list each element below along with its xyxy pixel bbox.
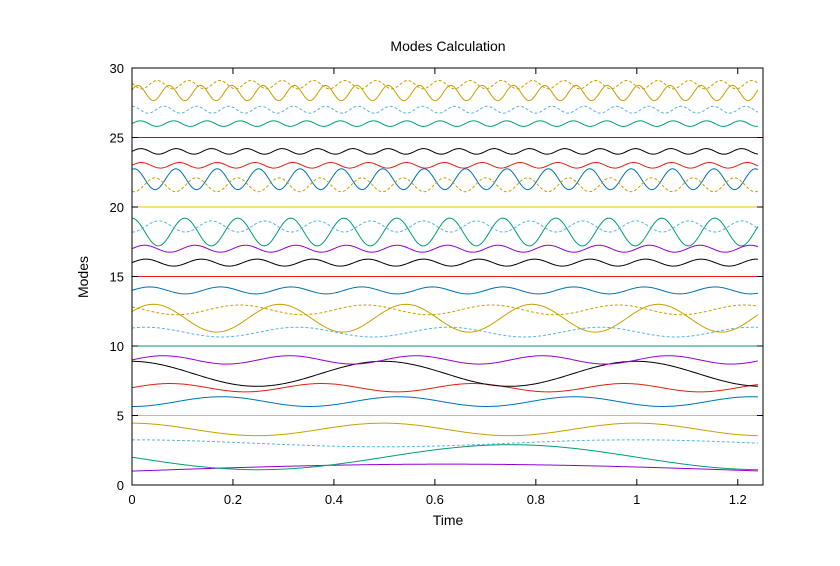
series-line: [131, 105, 759, 114]
axis-layer: 0 0.2 0.4 0.6 0.8 1 1.2 0 5 10 15 20 25 30: [110, 61, 764, 507]
series-layer: [131, 80, 759, 472]
series-line: [131, 217, 759, 247]
y-tick-label: 15: [110, 270, 124, 285]
y-axis-title: Modes: [75, 256, 91, 298]
series-line: [131, 80, 759, 90]
y-tick-label: 30: [110, 61, 124, 76]
series-line: [131, 422, 758, 437]
series-line: [131, 303, 759, 333]
series-line: [131, 220, 759, 233]
x-tick-label: 0: [128, 492, 135, 507]
series-line: [131, 148, 759, 155]
series-line: [132, 439, 758, 448]
series-line: [131, 286, 759, 295]
x-tick-label: 0.4: [325, 492, 343, 507]
series-line: [131, 463, 758, 472]
y-tick-label: 25: [110, 131, 124, 146]
x-tick-label: 0.8: [527, 492, 545, 507]
x-tick-label: 0.2: [224, 492, 242, 507]
y-tick-label: 5: [117, 409, 124, 424]
chart-title: Modes Calculation: [390, 38, 505, 54]
series-line: [131, 304, 759, 316]
series-line: [131, 383, 759, 393]
series-line: [132, 396, 758, 407]
series-line: [131, 360, 758, 387]
series-line: [131, 168, 759, 191]
x-tick-label: 1.2: [729, 492, 747, 507]
series-line: [131, 444, 758, 471]
series-line: [131, 84, 759, 102]
y-tick-label: 10: [110, 339, 124, 354]
series-line: [131, 177, 759, 193]
series-line: [131, 120, 758, 127]
series-line: [131, 355, 759, 365]
series-line: [131, 244, 759, 253]
y-tick-label: 0: [117, 478, 124, 493]
series-line: [131, 162, 759, 169]
series-line: [131, 258, 758, 267]
x-tick-label: 1: [633, 492, 640, 507]
series-line: [131, 326, 758, 338]
x-axis-title: Time: [433, 512, 464, 528]
y-tick-label: 20: [110, 200, 124, 215]
x-tick-label: 0.6: [426, 492, 444, 507]
